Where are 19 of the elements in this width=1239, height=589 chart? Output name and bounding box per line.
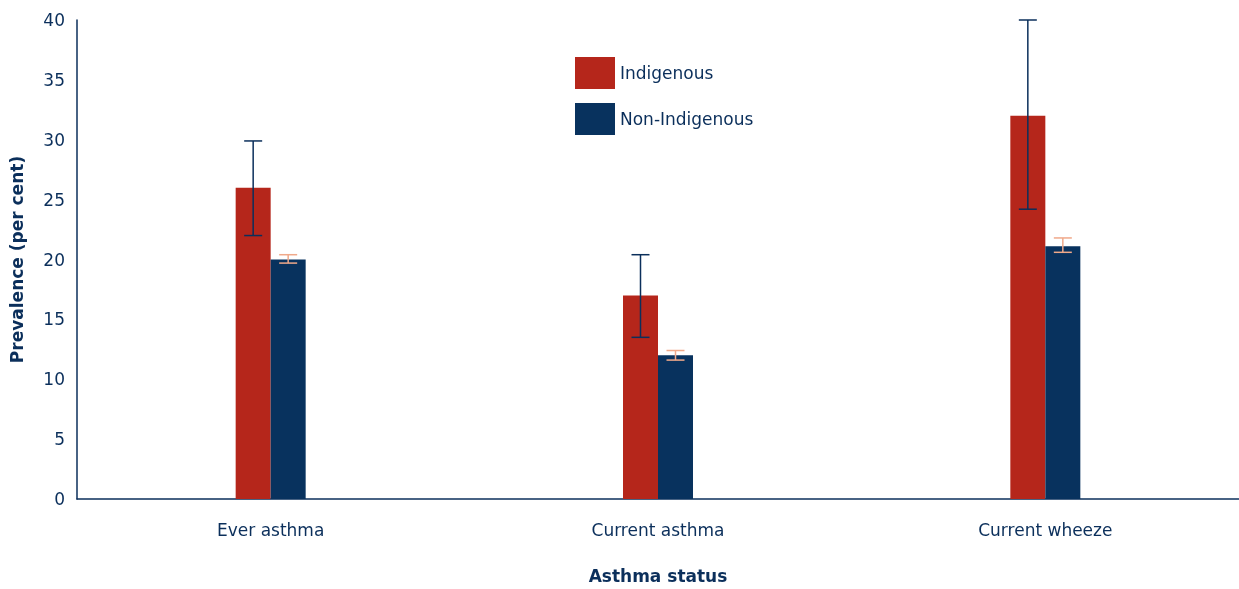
bar (1010, 115, 1046, 499)
y-tick-label: 30 (43, 129, 65, 150)
y-tick-label: 0 (54, 489, 65, 509)
bar (623, 295, 658, 499)
x-axis-title: Asthma status (588, 565, 728, 586)
y-tick-label: 35 (43, 69, 65, 90)
legend-label: Indigenous (620, 63, 714, 83)
y-tick-label: 5 (54, 429, 65, 450)
x-tick-label: Ever asthma (216, 519, 325, 540)
y-tick-label: 15 (43, 309, 65, 330)
y-tick-label: 40 (43, 10, 65, 30)
y-tick-label: 10 (43, 369, 65, 390)
y-axis-title: Prevalence (per cent) (6, 155, 27, 364)
y-tick-label: 25 (43, 189, 65, 210)
bar (235, 187, 271, 499)
y-tick-label: 20 (43, 249, 65, 270)
legend-label: Non-Indigenous (620, 109, 754, 129)
x-tick-label: Current asthma (591, 519, 725, 540)
x-tick-label: Current wheeze (978, 519, 1113, 540)
